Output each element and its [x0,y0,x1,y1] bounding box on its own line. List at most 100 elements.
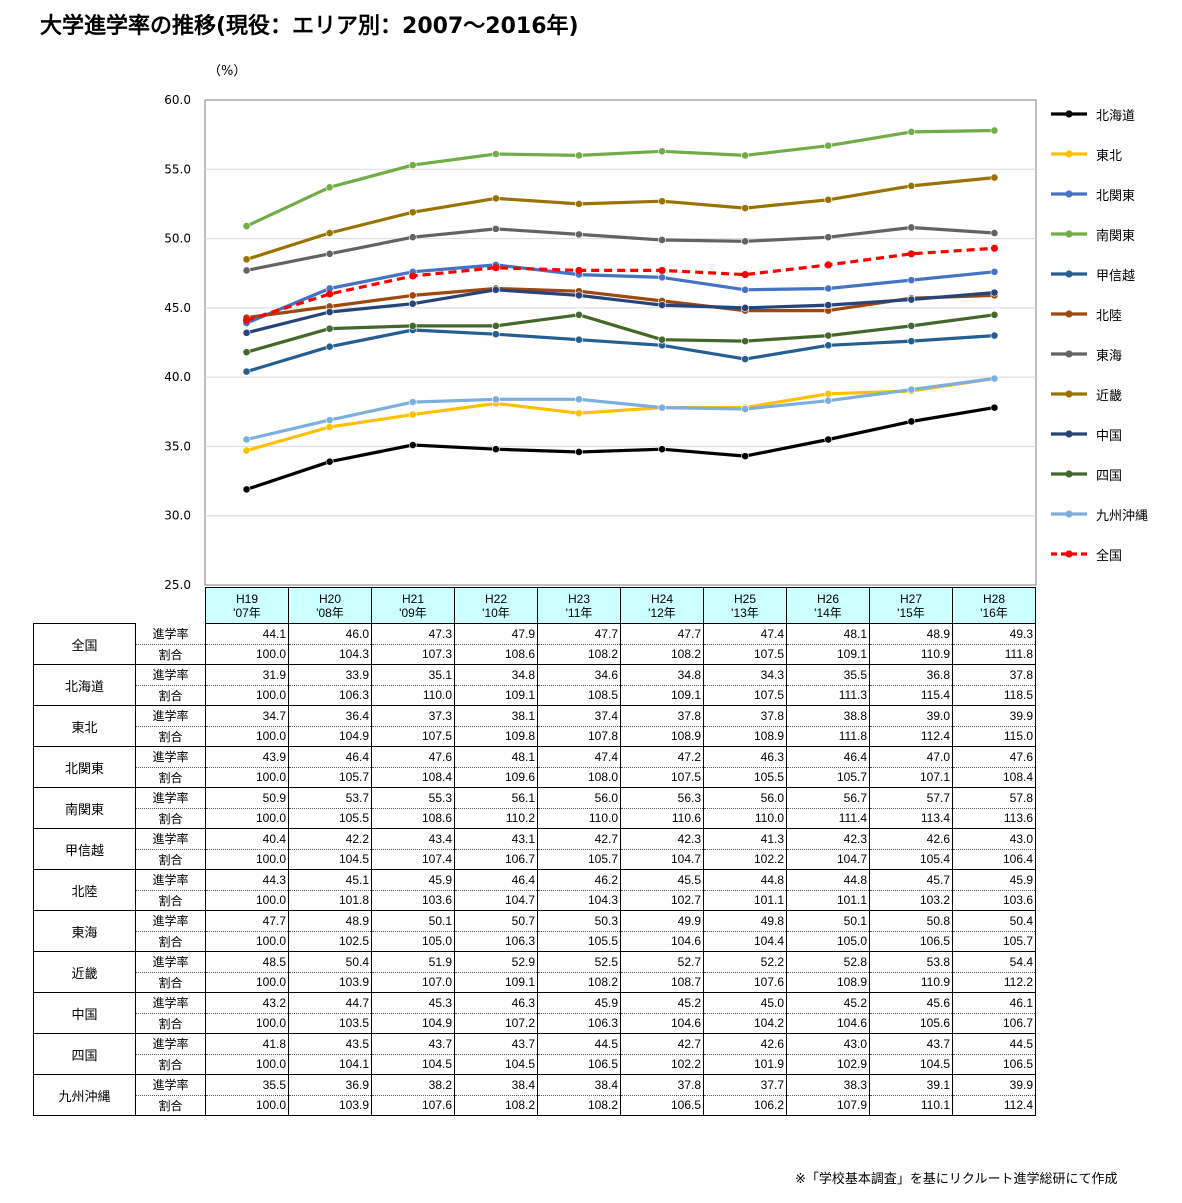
series-line-10 [246,376,995,442]
table-row-type: 割合 [135,726,206,747]
table-cell: 36.8 [869,664,953,686]
table-row-type: 割合 [135,644,206,665]
data-point [408,161,417,170]
data-point [408,321,417,330]
table-row-type: 進学率 [135,664,206,686]
table-cell: 107.5 [371,726,455,747]
table-cell: 38.3 [786,1074,870,1096]
table-cell: 109.6 [454,767,538,788]
table-cell: 108.4 [371,767,455,788]
table-cell: 104.2 [703,1013,787,1034]
table-cell: 47.9 [454,623,538,645]
table-cell: 56.1 [454,787,538,809]
table-cell: 46.3 [703,746,787,768]
table-cell: 106.3 [537,1013,621,1034]
table-cell: 46.4 [786,746,870,768]
table-cell: 104.5 [869,1054,953,1075]
table-cell: 47.7 [537,623,621,645]
table-cell: 43.2 [205,992,289,1014]
table-cell: 105.7 [786,767,870,788]
table-cell: 44.3 [205,869,289,891]
table-cell: 35.5 [205,1074,289,1096]
legend-swatch [1051,190,1087,198]
x-tick-year: '16年 [980,605,1008,620]
table-cell: 45.6 [869,992,953,1014]
table-cell: 53.7 [288,787,372,809]
table-cell: 36.9 [288,1074,372,1096]
table-cell: 108.2 [537,972,621,993]
table-row: 北関東 進学率 43.9 46.4 47.6 48.1 47.4 47.2 46.3 46.4 47… [33,746,1036,788]
data-point [242,316,251,324]
data-point [575,395,583,404]
data-point [325,183,334,192]
table-region-label: 中国 [33,992,136,1034]
y-tick-label: 50.0 [164,232,191,246]
table-cell: 49.9 [620,910,704,932]
table-cell: 109.1 [620,685,704,706]
table-cell: 108.2 [620,644,704,665]
data-point [824,141,833,150]
source-footnote: ※「学校基本調査」を基にリクルート進学総研にて作成 [795,1172,1118,1187]
table-cell: 48.1 [454,746,538,768]
table-cell: 103.6 [371,890,455,911]
table-cell: 108.9 [703,726,787,747]
data-point [491,150,500,158]
table-cell: 107.5 [620,767,704,788]
table-cell: 110.2 [454,808,538,829]
y-tick-label: 60.0 [164,93,191,107]
table-cell: 46.0 [288,623,372,645]
table-cell: 104.6 [620,931,704,952]
table-cell: 43.9 [205,746,289,768]
legend-swatch-marker [1065,390,1073,398]
legend-label: 北関東 [1096,188,1136,204]
table-cell: 106.3 [288,685,372,706]
legend-item: 東北 [1050,144,1122,164]
x-tick-label: H20'08年 [288,587,372,624]
x-tick-year: '09年 [399,605,427,620]
table-row: 近畿 進学率 48.5 50.4 51.9 52.9 52.5 52.7 52.2 52.8 53.… [33,951,1036,993]
data-point [325,324,334,333]
table-cell: 48.1 [786,623,870,645]
data-point [575,230,583,239]
data-point [408,291,417,300]
data-point [575,200,583,208]
data-point [741,303,750,312]
data-point [325,249,334,258]
table-cell: 47.3 [371,623,455,645]
series-line-7 [246,176,995,261]
table-cell: 36.4 [288,705,372,727]
table-cell: 43.5 [288,1033,372,1055]
table-cell: 44.5 [952,1033,1036,1055]
table-cell: 47.6 [371,746,455,768]
legend-swatch-marker [1065,470,1073,478]
x-tick-era: H25 [733,591,756,606]
table-cell: 35.1 [371,664,455,686]
table-cell: 37.7 [703,1074,787,1096]
data-point [491,395,500,404]
table-cell: 105.6 [869,1013,953,1034]
data-point [824,195,833,204]
table-cell: 101.9 [703,1054,787,1075]
y-tick-label: 25.0 [164,578,191,590]
table-cell: 113.6 [952,808,1036,829]
data-point [907,182,916,190]
table-cell: 45.2 [786,992,870,1014]
series-line-0 [246,406,995,491]
table-cell: 44.8 [786,869,870,891]
table-row: 割合 100.0 101.8 103.6 104.7 104.3 102.7 101.1 101… [34,890,1036,911]
data-point [575,151,583,160]
data-point [242,446,251,455]
data-point [824,233,833,242]
legend-swatch [1051,470,1087,478]
table-cell: 104.5 [371,1054,455,1075]
series-line-3 [245,128,995,228]
table-cell: 106.3 [454,931,538,952]
table-cell: 42.2 [288,828,372,850]
table-cell: 43.1 [454,828,538,850]
table-cell: 43.7 [454,1033,538,1055]
table-cell: 52.2 [703,951,787,973]
table-cell: 45.1 [288,869,372,891]
table-cell: 51.9 [371,951,455,973]
table-cell: 42.3 [620,828,704,850]
table-cell: 49.8 [703,910,787,932]
